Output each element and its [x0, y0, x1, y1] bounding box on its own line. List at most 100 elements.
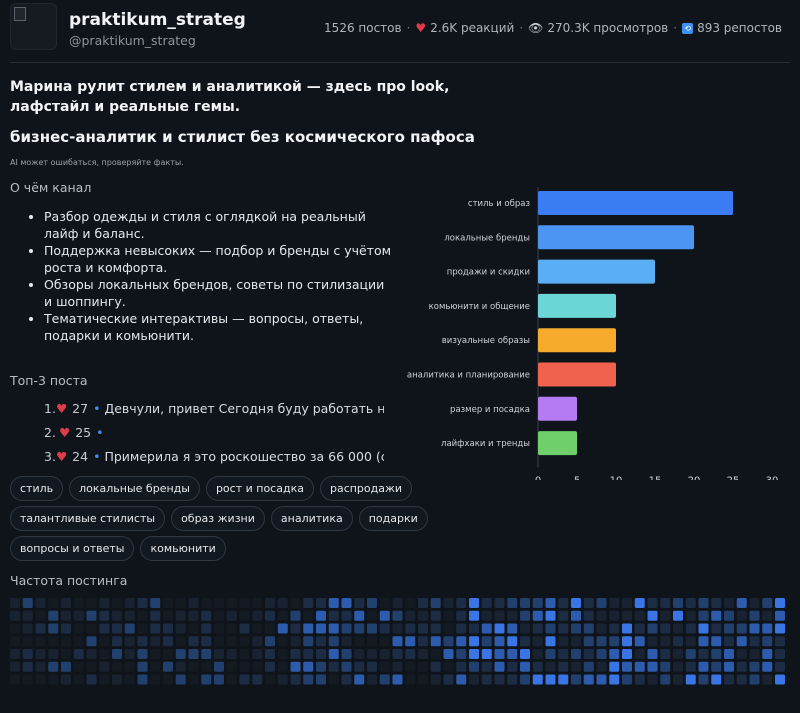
top-posts-list: 1. ♥ 27 • Девчули, привет Сегодня буду р… [44, 396, 384, 468]
heatmap-cell [316, 598, 326, 608]
tag-row: талантливые стилисты образ жизни аналити… [10, 506, 428, 531]
channel-handle[interactable]: @praktikum_strateg [69, 33, 196, 48]
heatmap-cell [265, 636, 275, 647]
heatmap-cell [609, 610, 620, 621]
top-post-item[interactable]: 1. ♥ 27 • Девчули, привет Сегодня буду р… [44, 396, 384, 420]
tag-chip[interactable]: вопросы и ответы [10, 536, 135, 561]
heatmap-cell [622, 610, 632, 621]
heatmap-cell [494, 636, 505, 647]
heatmap-cell [609, 636, 620, 647]
tag-chip[interactable]: подарки [358, 506, 428, 531]
tag-chip[interactable]: локальные бренды [69, 476, 200, 501]
heatmap-cell [405, 610, 416, 621]
heatmap-cell [265, 598, 275, 608]
heatmap-cell [188, 649, 199, 659]
tag-chip[interactable]: талантливые стилисты [10, 506, 166, 531]
heatmap-cell [316, 661, 326, 672]
heatmap-cell [265, 649, 275, 659]
heatmap-cell [711, 674, 722, 685]
channel-title[interactable]: praktikum_strateg [69, 10, 246, 30]
heatmap-cell [456, 598, 467, 608]
about-item: Поддержка невысоких — подбор и бренды с … [26, 242, 396, 276]
heatmap-cell [277, 661, 288, 672]
heatmap-cell [481, 598, 492, 608]
top-post-item[interactable]: 3. ♥ 24 • Примерила я это роскошество за… [44, 444, 384, 468]
heatmap-cell [22, 649, 33, 659]
heatmap-cell [86, 623, 97, 634]
heatmap-cell [443, 610, 454, 621]
tag-chip[interactable]: образ жизни [171, 506, 265, 531]
heatmap-cell [558, 623, 569, 634]
heatmap-cell [239, 674, 250, 685]
heatmap-cell [685, 623, 696, 634]
heatmap-cell [328, 598, 339, 608]
heatmap-cell [290, 674, 301, 685]
heatmap-cell [724, 674, 734, 685]
heatmap-cell [481, 636, 492, 647]
heatmap-cell [647, 649, 658, 659]
heatmap-cell [443, 598, 454, 608]
about-item: Тематические интерактивы — вопросы, отве… [26, 310, 396, 344]
heatmap-cell [354, 674, 365, 685]
heatmap-cell [430, 610, 441, 621]
chart-category-label: лайфхаки и тренды [441, 439, 530, 449]
heatmap-cell [736, 623, 747, 634]
heatmap-cell [175, 674, 186, 685]
heatmap-cell [354, 623, 365, 634]
heatmap-cell [367, 661, 377, 672]
tag-chip[interactable]: рост и посадка [205, 476, 314, 501]
heatmap-cell [762, 674, 773, 685]
heatmap-cell [698, 623, 709, 634]
heatmap-cell [86, 636, 97, 647]
heatmap-cell [596, 661, 607, 672]
heatmap-cell [303, 610, 314, 621]
heatmap-cell [150, 649, 161, 659]
heatmap-cell [99, 636, 110, 647]
heatmap-cell [201, 636, 212, 647]
posts-count: 1526 постов [324, 21, 402, 35]
heatmap-cell [226, 674, 237, 685]
heatmap-cell [481, 661, 492, 672]
heatmap-cell [252, 674, 263, 685]
heatmap-cell [583, 636, 594, 647]
heatmap-cell [239, 623, 250, 634]
heatmap-cell [596, 636, 607, 647]
stats-separator: · [406, 21, 411, 35]
heatmap-cell [762, 610, 773, 621]
heatmap-cell [443, 661, 454, 672]
heatmap-cell [188, 661, 199, 672]
heatmap-cell [456, 674, 467, 685]
heatmap-cell [685, 598, 696, 608]
heatmap-cell [163, 610, 173, 621]
heatmap-cell [571, 674, 581, 685]
heatmap-cell [48, 610, 59, 621]
heatmap-cell [22, 674, 33, 685]
tag-chip[interactable]: комьюнити [140, 536, 226, 561]
heatmap-cell [163, 661, 173, 672]
heatmap-cell [749, 636, 760, 647]
heatmap-cell [405, 623, 416, 634]
heatmap-cell [303, 636, 314, 647]
tag-chip[interactable]: распродажи [319, 476, 413, 501]
heatmap-cell [456, 649, 467, 659]
heatmap-cell [341, 649, 352, 659]
chart-bar [538, 431, 577, 456]
tag-chip[interactable]: аналитика [270, 506, 353, 531]
heatmap-cell [469, 661, 479, 672]
heatmap-cell [73, 610, 84, 621]
tag-chip[interactable]: стиль [10, 476, 64, 501]
heatmap-cell [724, 623, 734, 634]
heatmap-cell [749, 610, 760, 621]
top-post-item[interactable]: 2. ♥ 25 • [44, 420, 384, 444]
heatmap-cell [226, 610, 237, 621]
heatmap-cell [379, 623, 390, 634]
heatmap-cell [418, 674, 428, 685]
heatmap-cell [545, 636, 556, 647]
heatmap-cell [571, 661, 581, 672]
heatmap-cell [73, 623, 84, 634]
avatar[interactable] [10, 3, 57, 50]
heatmap-cell [609, 661, 620, 672]
posting-frequency-title: Частота постинга [10, 573, 128, 588]
heatmap-cell [367, 623, 377, 634]
heatmap-cell [469, 610, 479, 621]
